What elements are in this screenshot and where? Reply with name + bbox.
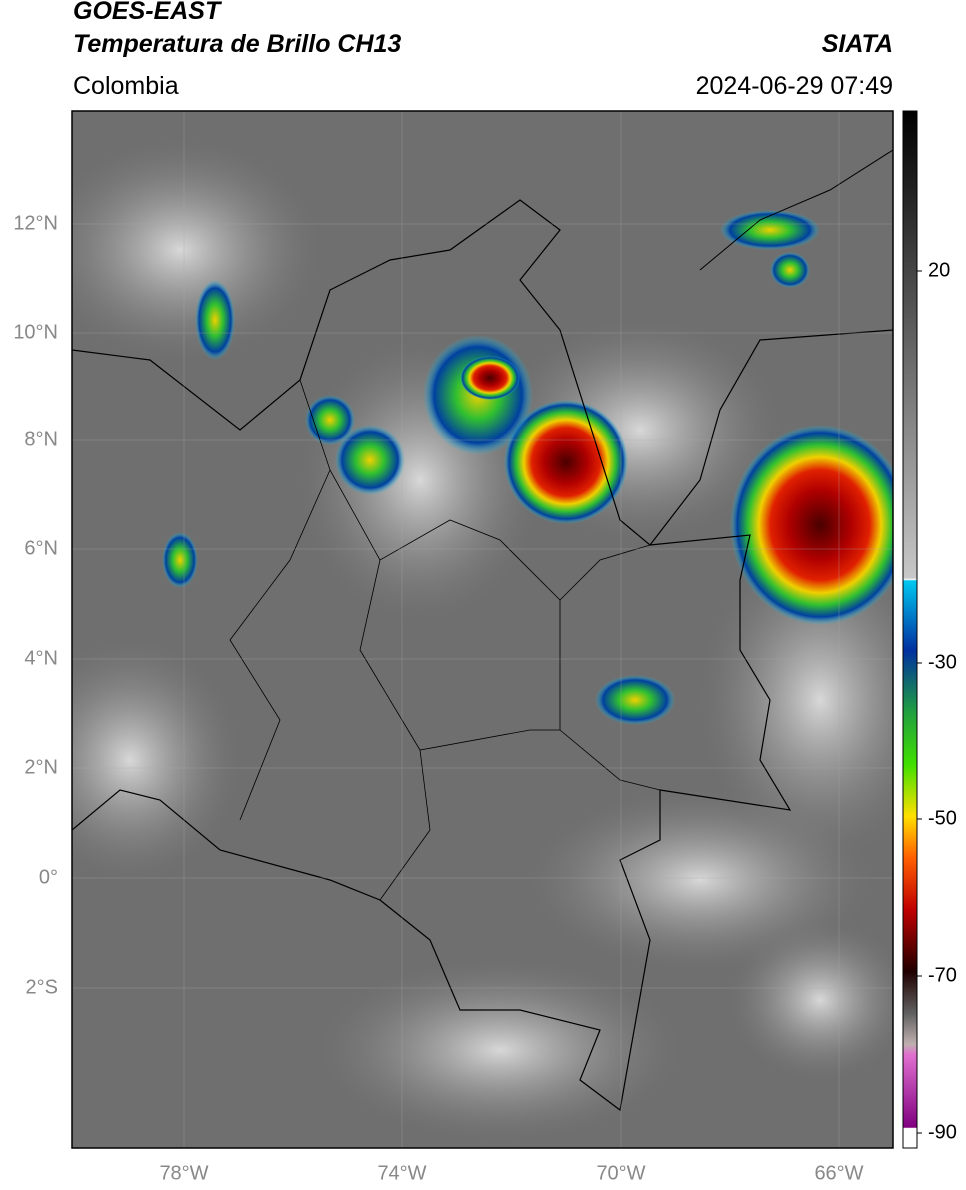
lat-label: 8°N (24, 428, 58, 450)
colorbar-label: -90 (928, 1121, 957, 1143)
colorbar-label: -50 (928, 807, 957, 829)
source: SIATA (821, 30, 893, 58)
colorbar (902, 110, 918, 1149)
lat-label: 12°N (13, 212, 58, 234)
colorbar-label: 20 (928, 259, 950, 281)
map-frame (71, 110, 894, 1149)
lat-label: 10°N (13, 321, 58, 343)
lon-label: 78°W (159, 1162, 208, 1184)
lat-label: 2°N (24, 756, 58, 778)
satellite-title: GOES-EAST (73, 0, 221, 25)
lon-label: 66°W (814, 1162, 863, 1184)
lon-label: 74°W (377, 1162, 426, 1184)
graticule (72, 111, 893, 1148)
lat-label: 2°S (26, 976, 58, 998)
colorbar-label: -70 (928, 964, 957, 986)
product-title: Temperatura de Brillo CH13 (73, 30, 402, 58)
map-imagery (72, 111, 893, 1148)
lat-label: 6°N (24, 537, 58, 559)
colorbar-label: -30 (928, 651, 957, 673)
region: Colombia (73, 72, 179, 100)
lat-label: 0° (39, 866, 58, 888)
lat-label: 4°N (24, 647, 58, 669)
lon-label: 70°W (596, 1162, 645, 1184)
timestamp: 2024-06-29 07:49 (695, 72, 893, 100)
